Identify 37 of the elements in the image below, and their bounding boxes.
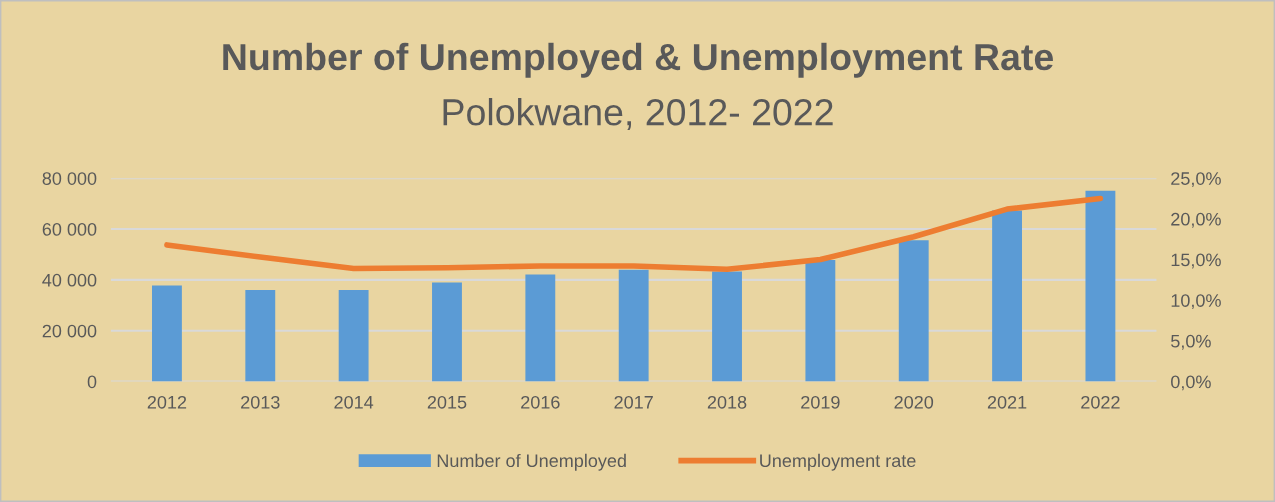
bar	[245, 290, 276, 382]
bar	[432, 282, 462, 382]
bar	[152, 285, 182, 382]
chart-title: Number of Unemployed & Unemployment Rate	[223, 42, 1053, 78]
y-tick-label: 20 000	[42, 324, 97, 338]
y2-tick-label: 5,0%	[1171, 334, 1211, 350]
y2-tick-label: 20,0%	[1171, 212, 1221, 228]
y-tick-label: 0	[87, 375, 97, 389]
y2-tick-label: 25,0%	[1171, 172, 1221, 188]
y2-tick-label: 0,0%	[1171, 375, 1211, 391]
x-tick-label: 2017	[614, 395, 653, 409]
chart-subtitle: Polokwane, 2012- 2022	[443, 97, 833, 130]
x-tick-label: 2014	[334, 395, 374, 409]
legend-label: Unemployment rate	[760, 453, 916, 471]
y-tick-label: 80 000	[42, 172, 97, 185]
legend-label: Number of Unemployed	[437, 453, 626, 471]
y2-tick-label: 10,0%	[1171, 294, 1221, 310]
x-tick-label: 2022	[1081, 395, 1120, 409]
x-tick-label: 2012	[147, 395, 187, 409]
bar	[618, 269, 649, 382]
y-tick-label: 60 000	[42, 222, 97, 236]
x-tick-label: 2015	[427, 395, 467, 409]
x-tick-label: 2018	[707, 395, 747, 409]
y-tick-label: 40 000	[42, 273, 97, 287]
bar	[805, 260, 836, 382]
x-tick-label: 2013	[241, 395, 280, 409]
bar	[712, 271, 742, 382]
bar	[992, 210, 1022, 382]
x-tick-label: 2021	[987, 395, 1027, 409]
bar	[338, 290, 369, 382]
x-tick-label: 2020	[894, 395, 934, 409]
bar	[525, 274, 556, 382]
bar	[1085, 190, 1116, 382]
y2-tick-label: 15,0%	[1171, 253, 1221, 269]
x-tick-label: 2019	[801, 395, 840, 409]
bar	[898, 240, 929, 382]
x-tick-label: 2016	[521, 395, 560, 409]
